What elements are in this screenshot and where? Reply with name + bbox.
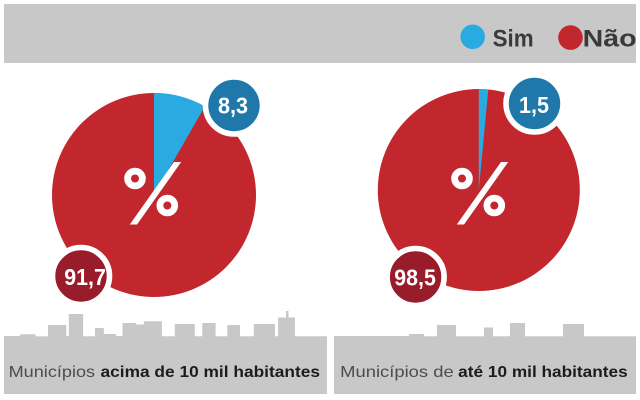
svg-text:acima de 10 mil habitantes: acima de 10 mil habitantes [101, 364, 321, 381]
svg-text:1,5: 1,5 [519, 92, 549, 118]
svg-text:Sim: Sim [493, 25, 534, 52]
svg-text:98,5: 98,5 [394, 265, 436, 291]
svg-text:91,7: 91,7 [64, 264, 106, 290]
svg-text:Municípios de: Municípios de [340, 364, 454, 381]
svg-text:Municípios: Municípios [9, 364, 96, 381]
svg-text:8,3: 8,3 [218, 93, 248, 119]
svg-text:Não: Não [583, 25, 637, 52]
svg-text:até 10 mil habitantes: até 10 mil habitantes [458, 364, 628, 381]
